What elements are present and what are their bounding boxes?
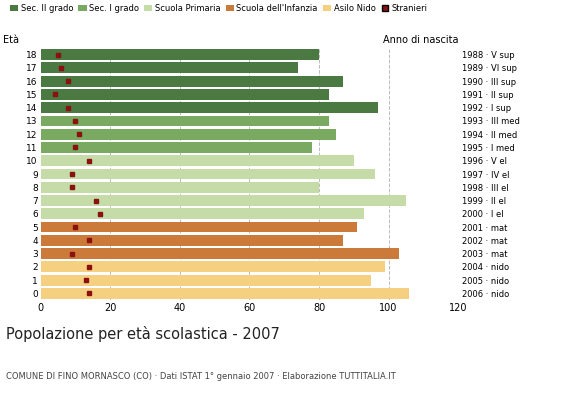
Bar [41, 116, 329, 126]
Bar [41, 275, 371, 286]
Bar [41, 129, 336, 140]
Bar [41, 102, 378, 113]
Bar [41, 89, 329, 100]
Bar [41, 235, 343, 246]
Bar [41, 248, 399, 259]
Text: Popolazione per età scolastica - 2007: Popolazione per età scolastica - 2007 [6, 326, 280, 342]
Text: Anno di nascita: Anno di nascita [383, 36, 458, 46]
Bar [41, 142, 312, 153]
Bar [41, 222, 357, 232]
Bar [41, 155, 354, 166]
Bar [41, 208, 364, 219]
Bar [41, 288, 409, 299]
Bar [41, 76, 343, 86]
Text: Età: Età [3, 36, 19, 46]
Bar [41, 195, 406, 206]
Bar [41, 262, 385, 272]
Legend: Sec. II grado, Sec. I grado, Scuola Primaria, Scuola dell'Infanzia, Asilo Nido, : Sec. II grado, Sec. I grado, Scuola Prim… [10, 4, 427, 13]
Bar [41, 168, 375, 180]
Bar [41, 62, 298, 73]
Text: COMUNE DI FINO MORNASCO (CO) · Dati ISTAT 1° gennaio 2007 · Elaborazione TUTTITA: COMUNE DI FINO MORNASCO (CO) · Dati ISTA… [6, 372, 396, 381]
Bar [41, 49, 319, 60]
Bar [41, 182, 319, 193]
